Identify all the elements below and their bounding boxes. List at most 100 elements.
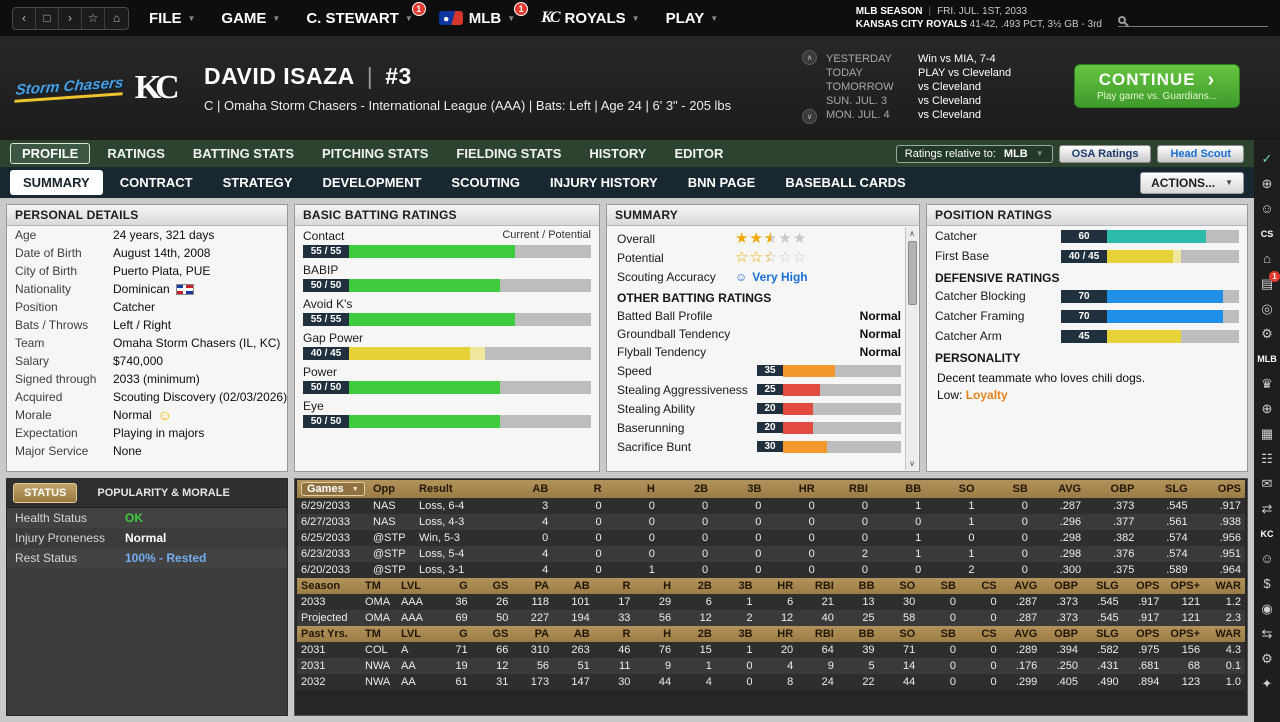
column-header[interactable]: 3B (712, 480, 766, 498)
column-header[interactable]: Season (297, 578, 361, 594)
column-header[interactable]: SLG (1138, 480, 1192, 498)
person-icon[interactable]: ☺ (1256, 198, 1278, 219)
column-header[interactable]: SO (878, 578, 920, 594)
column-header[interactable]: WAR (1204, 626, 1245, 642)
zoom-icon[interactable]: ◎ (1256, 298, 1278, 319)
column-header[interactable]: OPS+ (1163, 626, 1205, 642)
column-header[interactable]: Past Yrs. (297, 626, 361, 642)
roster-icon[interactable]: ☷ (1256, 448, 1278, 469)
chart-icon[interactable]: ▦ (1256, 423, 1278, 444)
column-header[interactable]: AVG (1031, 480, 1086, 498)
mlb-label-icon[interactable]: MLB (1256, 348, 1278, 369)
column-header[interactable]: OBP (1041, 578, 1082, 594)
swap-icon[interactable]: ⇆ (1256, 623, 1278, 644)
schedule-down-icon[interactable]: ∨ (802, 109, 817, 124)
column-header[interactable]: OBP (1041, 626, 1082, 642)
games-filter-dropdown[interactable]: Games ▼ (301, 482, 365, 496)
column-header[interactable]: CS (959, 578, 1001, 594)
column-header[interactable]: LVL (397, 626, 431, 642)
search-input[interactable] (1118, 9, 1268, 27)
tab-injury-history[interactable]: INJURY HISTORY (550, 175, 658, 190)
tab-strategy[interactable]: STRATEGY (222, 175, 293, 190)
table-row[interactable]: 6/23/2033 @STP Loss, 5-4 4 0 0 0 0 0 2 1 1 0 .298 .376… (297, 546, 1245, 562)
column-header[interactable]: Opp (369, 480, 415, 498)
transactions-icon[interactable]: ⇄ (1256, 498, 1278, 519)
column-header[interactable]: OBP (1085, 480, 1139, 498)
back-button[interactable]: ‹ (13, 7, 36, 29)
tab-summary[interactable]: SUMMARY (10, 170, 103, 195)
table-row[interactable]: 6/20/2033 @STP Loss, 3-1 4 0 1 0 0 0 0 0 2 0 .300 .375… (297, 562, 1245, 578)
home-icon[interactable]: ⌂ (1256, 248, 1278, 269)
column-header[interactable]: SO (878, 626, 920, 642)
column-header[interactable]: G (431, 578, 472, 594)
menu-play[interactable]: PLAY ▼ (666, 10, 719, 27)
tab-editor[interactable]: EDITOR (674, 146, 724, 161)
column-header[interactable]: RBI (797, 578, 838, 594)
table-row[interactable]: 6/27/2033 NAS Loss, 4-3 4 0 0 0 0 0 0 0 1 0 .296 .377.… (297, 514, 1245, 530)
tab-history[interactable]: HISTORY (589, 146, 647, 161)
column-header[interactable]: HR (765, 480, 819, 498)
tab-pitching-stats[interactable]: PITCHING STATS (322, 146, 429, 161)
cs-label-icon[interactable]: CS (1256, 223, 1278, 244)
finance-icon[interactable]: $ (1256, 573, 1278, 594)
column-header[interactable]: R (552, 480, 606, 498)
menu-royals[interactable]: KC ROYALS ▼ (541, 9, 639, 27)
ratings-relative-dropdown[interactable]: Ratings relative to: MLB ▼ (895, 144, 1053, 163)
column-header[interactable]: LVL (397, 578, 431, 594)
column-header[interactable]: 2B (675, 578, 716, 594)
star-icon[interactable]: ✦ (1256, 673, 1278, 694)
column-header[interactable]: R (593, 626, 635, 642)
column-header[interactable]: AB (499, 480, 553, 498)
tab-fielding-stats[interactable]: FIELDING STATS (456, 146, 562, 161)
scrollbar[interactable]: ∧ ∨ (905, 227, 918, 470)
check-icon[interactable]: ✓ (1256, 148, 1278, 169)
tab-development[interactable]: DEVELOPMENT (322, 175, 422, 190)
actions-button[interactable]: ACTIONS... ▼ (1140, 171, 1244, 194)
status-tab-status[interactable]: STATUS (13, 483, 78, 503)
globe-icon[interactable]: ⊕ (1256, 173, 1278, 194)
world-icon[interactable]: ⊕ (1256, 398, 1278, 419)
column-header[interactable]: OPS (1122, 578, 1164, 594)
column-header[interactable]: WAR (1204, 578, 1245, 594)
column-header[interactable]: TM (361, 578, 397, 594)
player-icon[interactable]: ☺ (1256, 548, 1278, 569)
column-header[interactable]: SB (919, 626, 960, 642)
favorites-button[interactable]: ☆ (82, 7, 105, 29)
column-header[interactable]: GS (471, 578, 513, 594)
menu-game[interactable]: GAME ▼ (221, 10, 280, 27)
column-header[interactable]: HR (756, 626, 798, 642)
window-button[interactable]: □ (36, 7, 59, 29)
column-header[interactable]: HR (756, 578, 798, 594)
scroll-up-icon[interactable]: ∧ (909, 229, 915, 238)
column-header[interactable]: H (634, 578, 676, 594)
table-row[interactable]: 6/29/2033 NAS Loss, 6-4 3 0 0 0 0 0 0 1 1 0 .287 .373.… (297, 498, 1245, 514)
column-header[interactable]: RBI (818, 480, 872, 498)
column-header[interactable]: 3B (715, 626, 757, 642)
tab-bnn-page[interactable]: BNN PAGE (687, 175, 756, 190)
column-header[interactable]: 3B (715, 578, 757, 594)
menu-mlb[interactable]: MLB ▼ 1 (438, 1, 529, 27)
column-header[interactable]: PA (512, 578, 554, 594)
tab-ratings[interactable]: RATINGS (107, 146, 165, 161)
kc-label-icon[interactable]: KC (1256, 523, 1278, 544)
schedule-up-icon[interactable]: ∧ (802, 50, 817, 65)
osa-ratings-button[interactable]: OSA Ratings (1058, 144, 1152, 163)
forward-button[interactable]: › (59, 7, 82, 29)
tab-baseball-cards[interactable]: BASEBALL CARDS (785, 175, 906, 190)
column-header[interactable]: OPS (1122, 626, 1164, 642)
menu-file[interactable]: FILE ▼ (149, 10, 195, 27)
home-button[interactable]: ⌂ (112, 11, 121, 25)
scrollbar-thumb[interactable] (908, 241, 917, 305)
column-header[interactable]: Result (415, 480, 499, 498)
column-header[interactable]: 2B (675, 626, 716, 642)
table-row[interactable]: 6/25/2033 @STP Win, 5-3 0 0 0 0 0 0 0 1 0 0 .298 .382.… (297, 530, 1245, 546)
column-header[interactable]: SO (925, 480, 979, 498)
column-header[interactable]: CS (959, 626, 1001, 642)
column-header[interactable]: AVG (1000, 578, 1042, 594)
table-row[interactable]: 2031 COL A 71 66 310 263 46 76 15 1 20 64 39 71 0 0 .289.… (297, 642, 1245, 658)
head-scout-button[interactable]: Head Scout (1157, 144, 1244, 163)
column-header[interactable]: H (605, 480, 659, 498)
table-row[interactable]: 2031 NWA AA 19 12 56 51 11 9 1 0 4 9 5 14 0 0 .176 .250 .43… (297, 658, 1245, 674)
column-header[interactable]: PA (512, 626, 554, 642)
column-header[interactable]: SB (919, 578, 960, 594)
